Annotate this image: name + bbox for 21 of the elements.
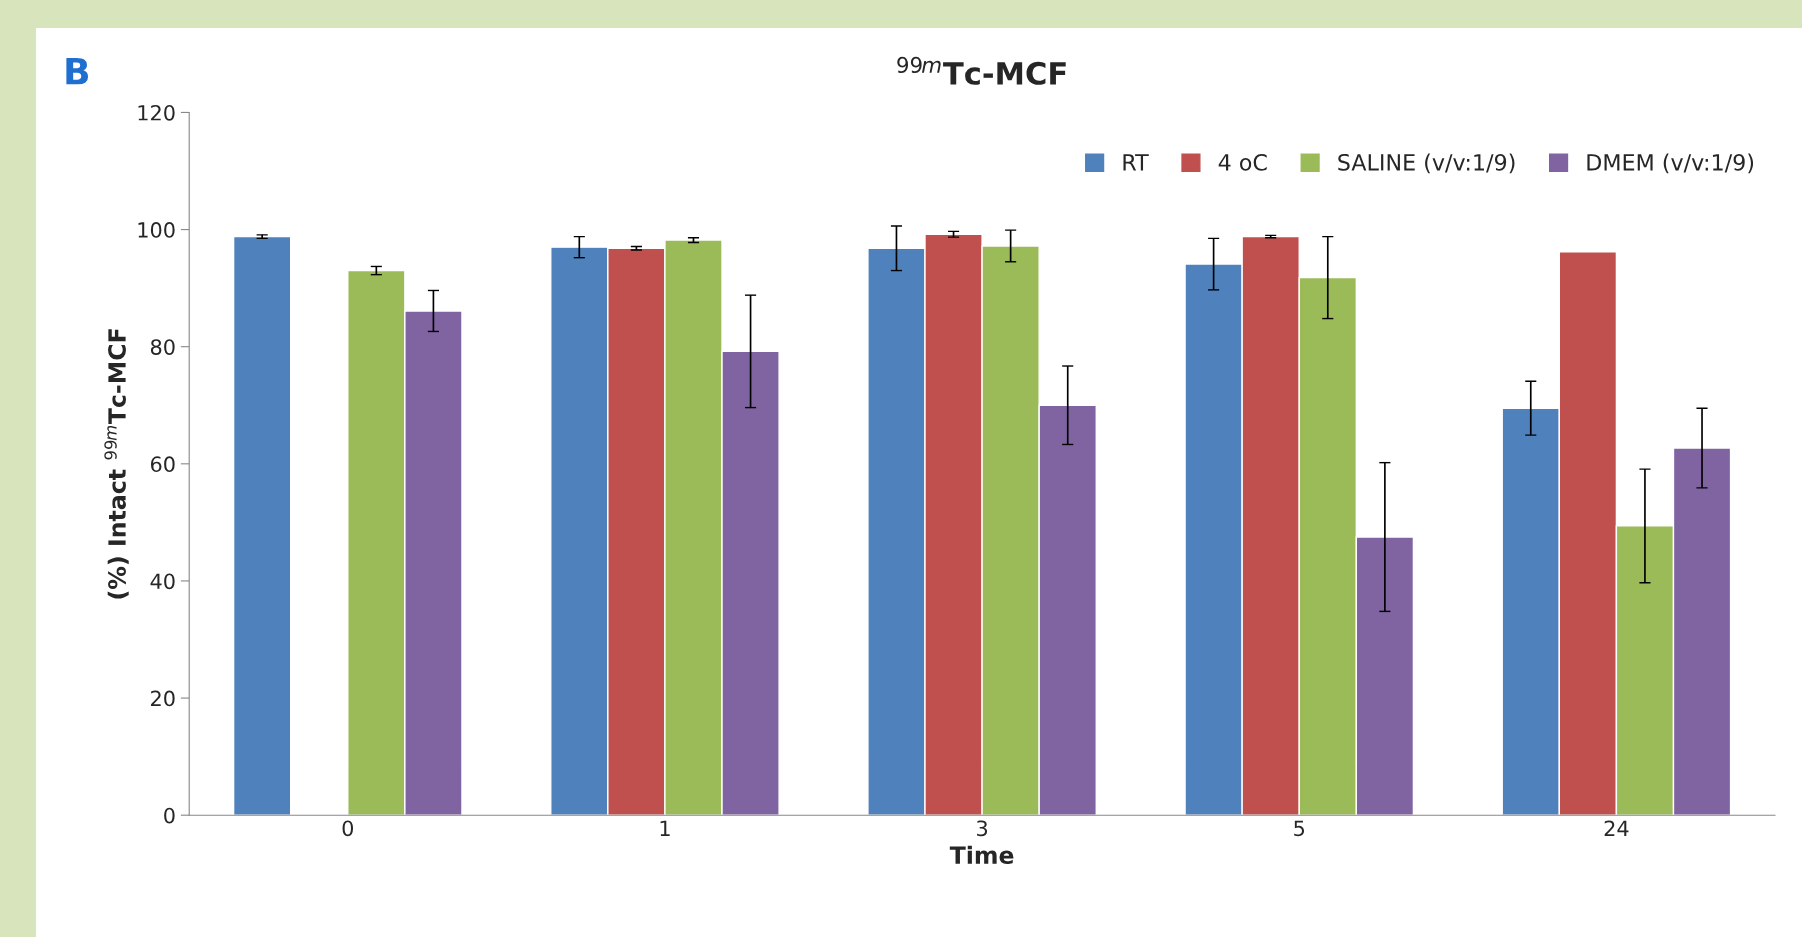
- x-tick-label: 24: [1604, 820, 1629, 836]
- y-tick-label: 120: [138, 104, 175, 121]
- text: B: [66, 58, 89, 85]
- y-axis-title: (%) Intact $^{99m}$Tc-MCF: [104, 329, 129, 599]
- bar: [232, 235, 292, 816]
- y-tick-label: 100: [138, 222, 175, 238]
- x-axis-title: Time: [949, 845, 1014, 865]
- y-tick-label: 0: [164, 807, 175, 824]
- legend-label: DMEM (v/v:1/9): [1587, 153, 1754, 174]
- x-tick-label: 5: [1294, 820, 1305, 837]
- legend-label: 4 oC: [1218, 153, 1267, 171]
- y-tick-label: 40: [150, 573, 175, 590]
- legend-label: SALINE (v/v:1/9): [1338, 153, 1515, 174]
- y-tick-label: 20: [151, 690, 175, 707]
- x-tick-label: 1: [660, 820, 670, 836]
- x-tick-label: 0: [342, 820, 354, 837]
- y-tick-label: 80: [150, 339, 175, 355]
- legend-label: RT: [1123, 154, 1149, 171]
- x-tick-label: 3: [977, 820, 988, 837]
- chart-title: $^{99m}$Tc-MCF: [897, 56, 1066, 85]
- y-tick-label: 60: [150, 456, 175, 473]
